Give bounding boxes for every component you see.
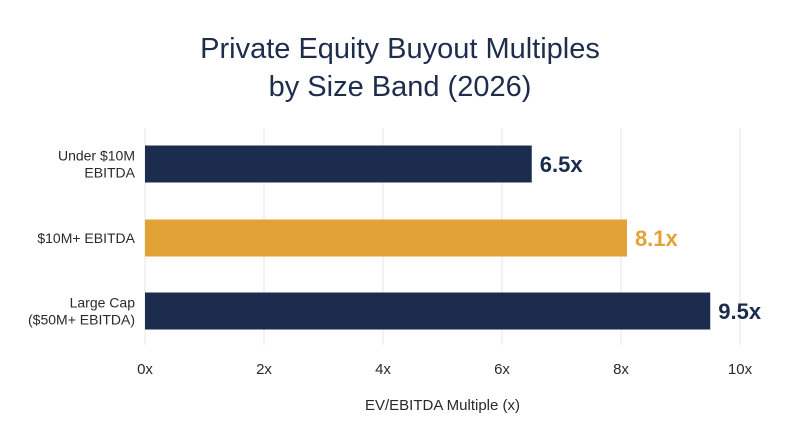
- x-tick-label-2: 4x: [375, 361, 391, 378]
- bar-1: [145, 219, 627, 257]
- category-label-1-0: $10M+ EBITDA: [37, 230, 135, 246]
- x-tick-label-0: 0x: [137, 361, 153, 378]
- value-label-1: 8.1x: [635, 226, 679, 251]
- value-label-0: 6.5x: [540, 152, 584, 177]
- x-axis-title: EV/EBITDA Multiple (x): [365, 397, 520, 414]
- bar-2: [145, 292, 711, 330]
- chart-title-line-2: by Size Band (2026): [268, 71, 532, 103]
- x-tick-label-4: 8x: [613, 361, 629, 378]
- chart-title: Private Equity Buyout Multiples by Size …: [0, 30, 800, 106]
- x-tick-label-5: 10x: [728, 361, 753, 378]
- category-label-0-1: EBITDA: [84, 165, 135, 181]
- x-tick-label-1: 2x: [256, 361, 272, 378]
- category-label-2-0: Large Cap: [70, 295, 136, 311]
- chart-title-line-1: Private Equity Buyout Multiples: [200, 33, 600, 65]
- category-label-2-1: ($50M+ EBITDA): [28, 312, 135, 328]
- bar-0: [145, 145, 532, 183]
- category-label-0-0: Under $10M: [58, 148, 135, 164]
- x-tick-label-3: 6x: [494, 361, 510, 378]
- value-label-2: 9.5x: [718, 299, 762, 324]
